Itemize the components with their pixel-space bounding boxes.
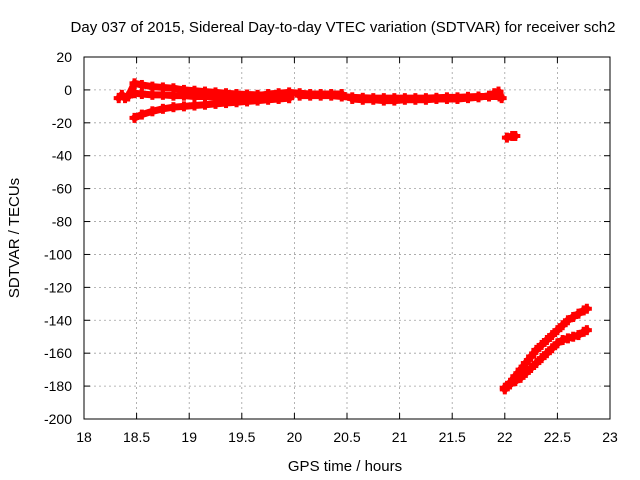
x-tick-label: 21: [392, 429, 408, 445]
y-tick-label: -100: [44, 246, 72, 262]
x-tick-label: 23: [602, 429, 618, 445]
axis-ticks: 18 18.5 19 19.5 20 20.5 21 21.5 22 22.5 23 20 0 -20 -4…: [44, 49, 618, 445]
data-trace: [580, 305, 591, 314]
grid: [84, 57, 610, 419]
chart-title: Day 037 of 2015, Sidereal Day-to-day VTE…: [71, 19, 616, 36]
y-tick-label: -120: [44, 279, 72, 295]
plot-frame: [83, 56, 611, 420]
y-tick-label: -200: [44, 411, 72, 427]
data-points: [113, 78, 592, 395]
x-tick-label: 18.5: [123, 429, 150, 445]
y-axis-label: SDTVAR / TECUs: [6, 178, 23, 298]
y-tick-label: -80: [52, 214, 72, 230]
x-tick-label: 19.5: [228, 429, 255, 445]
y-tick-label: -40: [52, 148, 72, 164]
x-tick-label: 21.5: [439, 429, 466, 445]
x-tick-label: 19: [181, 429, 197, 445]
y-tick-label: 20: [56, 49, 72, 65]
data-trace: [275, 94, 293, 103]
x-tick-label: 22: [497, 429, 513, 445]
y-tick-label: -160: [44, 345, 72, 361]
y-tick-label: -60: [52, 181, 72, 197]
data-trace: [494, 88, 506, 102]
data-trace: [580, 326, 591, 336]
x-tick-label: 18: [76, 429, 92, 445]
y-tick-label: -140: [44, 312, 72, 328]
y-tick-label: -180: [44, 378, 72, 394]
y-tick-label: 0: [64, 82, 72, 98]
x-axis-label: GPS time / hours: [288, 458, 402, 475]
y-tick-label: -20: [52, 115, 72, 131]
x-tick-label: 22.5: [544, 429, 571, 445]
x-tick-label: 20: [287, 429, 303, 445]
x-tick-label: 20.5: [333, 429, 360, 445]
